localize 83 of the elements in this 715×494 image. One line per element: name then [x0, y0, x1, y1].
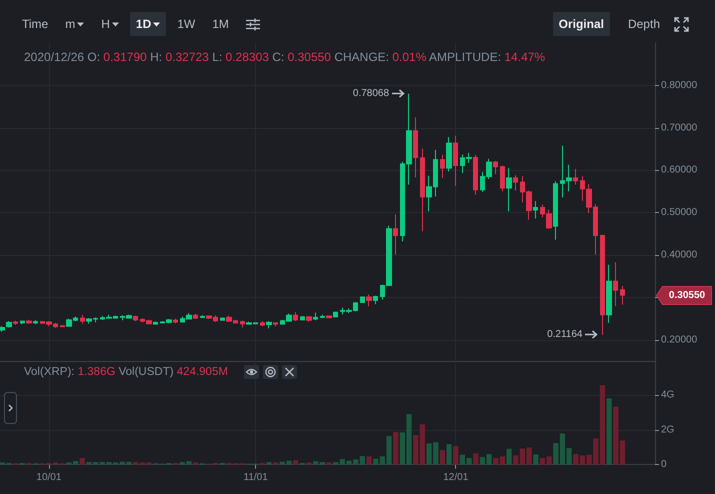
bar: [266, 462, 272, 465]
x-tick-label: 12/01: [443, 472, 469, 484]
text: 1M: [212, 17, 229, 31]
candlestick: [573, 168, 578, 186]
annotation: 0.21164: [547, 329, 582, 340]
selected-button: 1D: [130, 12, 166, 36]
candlestick: [273, 322, 278, 327]
candlestick: [240, 320, 245, 328]
text: H: [101, 17, 110, 31]
candlestick: [153, 321, 158, 326]
y-tick-label: 0.20000: [661, 334, 698, 346]
bar: [366, 456, 372, 465]
x-tick-label: 11/01: [244, 472, 268, 484]
bar: [533, 454, 538, 465]
candlestick: [606, 264, 612, 324]
candlestick: [473, 154, 478, 196]
x-tick-label: 10/01: [36, 472, 62, 484]
candlestick: [500, 165, 505, 192]
candlestick: [133, 315, 138, 322]
bar: [473, 453, 478, 465]
candlestick: [293, 311, 298, 322]
candlestick: [420, 148, 425, 232]
candlestick: [306, 316, 312, 322]
candlestick: [553, 180, 558, 240]
candlestick: [320, 314, 325, 319]
annotation: 0.78068: [352, 88, 390, 100]
text: Depth: [628, 17, 660, 31]
candlestick: [33, 320, 38, 325]
bar: [293, 460, 298, 465]
annotation: 0.30550: [288, 50, 331, 64]
text: m: [65, 17, 76, 31]
candlestick: [513, 174, 518, 192]
candlestick: [326, 315, 332, 319]
text: Time: [22, 17, 48, 31]
candlestick: [260, 320, 265, 327]
candlestick: [446, 136, 452, 172]
y-tick-label: 4G: [661, 389, 675, 400]
candlestick: [440, 154, 445, 178]
candlestick: [413, 116, 418, 178]
bar: [393, 432, 398, 465]
bar: [440, 450, 446, 465]
candlestick: [620, 285, 625, 306]
candlestick: [453, 135, 458, 186]
candlestick: [300, 316, 305, 321]
text: 1W: [177, 17, 196, 31]
chart-subtitle: Vol(XRP): 1.386G Vol(USDT) 424.905M: [24, 366, 228, 378]
bar: [453, 446, 458, 465]
candlestick: [193, 313, 198, 320]
candlestick: [173, 318, 178, 324]
bar: [506, 448, 512, 465]
candlestick: [366, 294, 372, 307]
candlestick: [80, 314, 85, 324]
candlestick: [313, 312, 318, 321]
text: 0.30550: [668, 290, 706, 301]
candlestick: [26, 319, 32, 324]
y-tick-label: 0.40000: [661, 250, 698, 260]
candlestick: [506, 168, 512, 212]
y-tick-label: 0.80000: [661, 80, 698, 91]
candlestick: [613, 262, 618, 307]
bar: [80, 458, 85, 465]
bar: [446, 444, 452, 465]
candlestick: [0, 326, 5, 332]
bar: [273, 462, 278, 465]
bar: [606, 398, 612, 465]
candlestick: [373, 295, 378, 305]
candlestick: [200, 314, 205, 319]
candlestick: [333, 311, 338, 318]
y-tick-label: 0.50000: [661, 207, 698, 218]
candlestick: [393, 214, 398, 256]
candlestick: [220, 316, 225, 322]
y-tick-label: 0: [661, 459, 667, 470]
candlestick: [600, 234, 605, 336]
candlestick: [533, 200, 538, 220]
y-tick-label: 0.70000: [661, 122, 698, 134]
candlestick: [493, 160, 498, 175]
y-tick-label: 2G: [661, 424, 675, 436]
selected-button: Original: [552, 12, 610, 36]
candlestick: [360, 296, 365, 304]
candlestick: [6, 320, 12, 328]
candlestick: [266, 320, 272, 329]
candlestick: [20, 320, 25, 325]
candlestick: [13, 320, 18, 326]
y-tick-label: 0.60000: [661, 164, 698, 176]
